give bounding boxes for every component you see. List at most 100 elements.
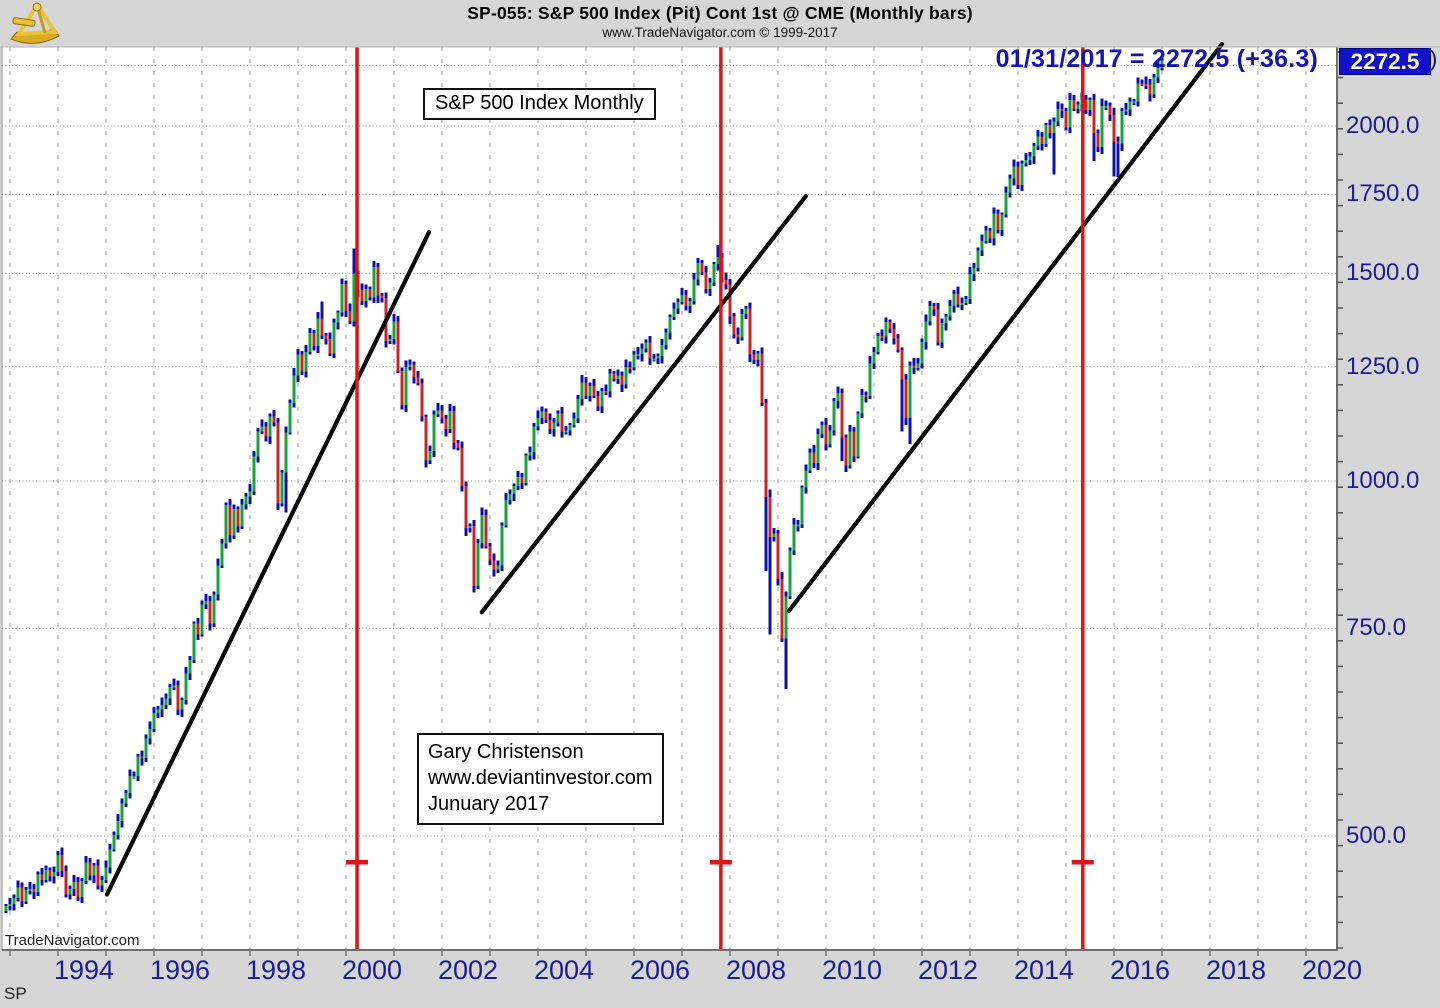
time-axis-label: 2018: [1205, 955, 1267, 985]
month-bar-body: [140, 756, 144, 759]
price-axis-label: 1750.0: [1346, 180, 1420, 208]
month-bar-body: [24, 889, 28, 902]
month-bar-body: [416, 377, 420, 383]
month-bar-body: [152, 712, 156, 730]
month-bar-body: [612, 373, 616, 380]
month-bar-body: [596, 395, 600, 407]
month-bar-body: [8, 903, 12, 907]
time-axis-label: 2000: [341, 955, 403, 985]
month-bar-body: [536, 417, 540, 427]
month-bar-body: [988, 230, 992, 239]
month-bar-range: [1140, 79, 1144, 87]
month-bar-body: [240, 504, 244, 527]
month-bar-body: [452, 410, 456, 444]
month-bar-body: [52, 872, 56, 877]
month-bar-body: [1092, 100, 1096, 134]
month-bar-body: [60, 854, 64, 871]
month-bar-body: [664, 332, 668, 346]
price-axis-label: 500.0: [1346, 822, 1407, 849]
month-bar-body: [352, 273, 356, 322]
month-bar-body: [768, 497, 772, 538]
trendline[interactable]: [479, 194, 808, 615]
month-bar-body: [1000, 214, 1004, 230]
month-bar-body: [256, 431, 260, 457]
month-bar-body: [1076, 104, 1080, 109]
month-bar-body: [216, 565, 220, 595]
month-bar-body: [792, 524, 796, 551]
month-bar-body: [800, 487, 804, 525]
month-bar-body: [292, 375, 296, 404]
month-bar-body: [676, 302, 680, 309]
month-bar-body: [928, 305, 932, 322]
month-bar-body: [628, 367, 632, 370]
month-bar-body: [224, 505, 228, 544]
month-bar-body: [32, 888, 36, 893]
month-bar-body: [796, 524, 800, 527]
month-bar-body: [1096, 133, 1100, 147]
month-bar-body: [252, 456, 256, 492]
time-axis-label: 2010: [821, 955, 883, 985]
month-bar-body: [412, 364, 416, 378]
month-bar-body: [868, 363, 872, 396]
time-axis-label: 2012: [917, 955, 979, 985]
month-bar-body: [704, 272, 708, 289]
month-bar-body: [640, 348, 644, 355]
price-axis-label: 750.0: [1346, 614, 1407, 642]
month-bar-body: [1008, 178, 1012, 193]
month-bar-body: [308, 333, 312, 353]
month-bar-body: [1152, 77, 1156, 95]
month-bar-body: [688, 301, 692, 307]
month-bar-body: [88, 862, 92, 876]
month-bar-body: [76, 882, 80, 897]
month-bar-body: [64, 870, 68, 895]
trendline[interactable]: [786, 41, 1225, 613]
month-bar-body: [316, 318, 320, 346]
month-bar-body: [1032, 145, 1036, 157]
month-bar-body: [1056, 108, 1060, 122]
month-bar-body: [248, 491, 252, 497]
month-bar-body: [84, 862, 88, 881]
month-bar-body: [828, 430, 832, 445]
month-bar-body: [120, 803, 124, 821]
month-bar-body: [188, 660, 192, 674]
price-axis-label: 1000.0: [1346, 467, 1420, 494]
month-bar-body: [1136, 83, 1140, 102]
month-bar-body: [728, 284, 732, 317]
month-bar-body: [912, 365, 916, 368]
month-bar-body: [288, 403, 292, 433]
month-bar-body: [948, 306, 952, 317]
month-bar-body: [396, 321, 400, 371]
month-bar-range: [132, 771, 136, 779]
month-bar-body: [984, 230, 988, 241]
month-bar-body: [1012, 166, 1016, 179]
month-bar-body: [332, 322, 336, 354]
chart-label-box: S&P 500 Index Monthly: [423, 88, 656, 120]
last-quote-readout: 01/31/2017 = 2272.5 (+36.3): [995, 45, 1318, 73]
month-bar-body: [80, 880, 84, 897]
month-bar-range: [28, 882, 32, 895]
month-bar-body: [684, 294, 688, 307]
month-bar-body: [564, 430, 568, 433]
month-bar-body: [264, 426, 268, 437]
tradenavigator-sextant-logo-icon: [10, 1, 60, 44]
month-bar-body: [980, 240, 984, 251]
month-bar-body: [808, 452, 812, 471]
month-bar-body: [108, 849, 112, 868]
month-bar-body: [992, 213, 996, 239]
month-bar-body: [1104, 105, 1108, 108]
axis-tag-paren-glyph: ): [1430, 46, 1438, 71]
month-bar-body: [180, 700, 184, 710]
month-bar-body: [476, 542, 480, 586]
month-bar-body: [832, 401, 836, 431]
month-bar-body: [392, 321, 396, 339]
month-bar-body: [92, 865, 96, 876]
month-bar-body: [1148, 84, 1152, 95]
month-bar-body: [932, 305, 936, 310]
month-bar-body: [884, 322, 888, 337]
chart-subtitle: www.TradeNavigator.com © 1999-2017: [602, 25, 838, 40]
trendline[interactable]: [104, 229, 432, 897]
month-bar-body: [360, 289, 364, 302]
month-bar-body: [508, 493, 512, 500]
credit-line-date: Junuary 2017: [428, 793, 550, 815]
